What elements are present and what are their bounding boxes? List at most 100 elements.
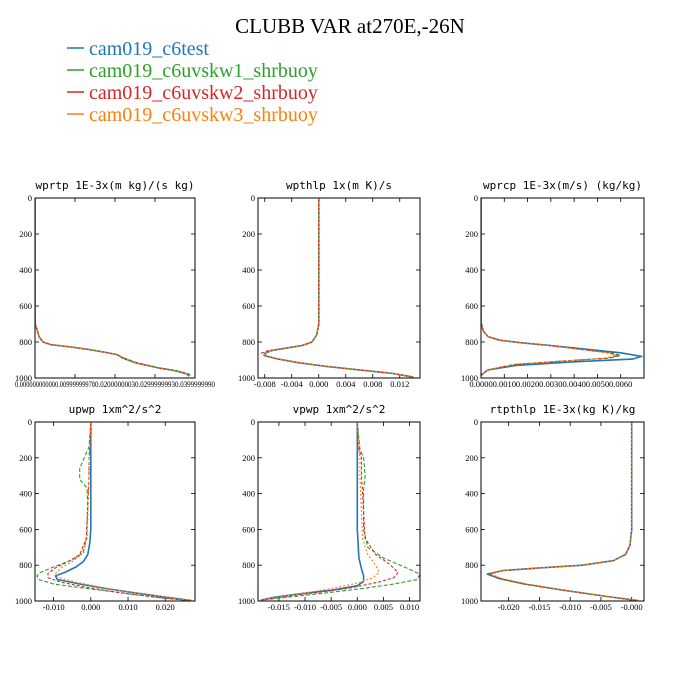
y-tick-label: 400 [465,265,478,275]
x-tick-label: 0.000 [309,379,328,389]
x-tick-label: 0.005 [374,602,393,612]
x-tick-label: 0.0020 [516,379,539,389]
subplot-title: upwp 1xm^2/s^2 [69,403,162,416]
x-tick-label: -0.000 [621,602,643,612]
y-tick-label: 1000 [238,373,255,383]
plot-frame [34,421,196,602]
subplot-title: wprtp 1E-3x(m kg)/(s kg) [36,179,195,192]
series-line-4 [264,198,414,378]
legend-entry: cam019_c6uvskw1_shrbuoy [67,60,318,82]
x-tick-label: 0.004 [336,379,356,389]
x-tick-label: 0.010 [118,602,137,612]
series-group [486,422,638,601]
y-tick-label: 400 [465,489,478,499]
legend-label: cam019_c6uvskw3_shrbuoy [89,104,318,126]
x-tick-label: -0.015 [268,602,290,612]
x-tick-label: 0.00999999978 [55,379,95,389]
y-tick-label: 400 [242,489,255,499]
series-line-3 [47,422,192,601]
y-tick-label: 0 [251,417,255,427]
plot-frame [257,421,421,602]
x-tick-label: 0.008 [363,379,382,389]
y-tick-label: 1000 [15,373,32,383]
subplot: wprtp 1E-3x(m kg)/(s kg) 0 200 400 600 800 100… [15,179,215,389]
legend-label: cam019_c6test [89,38,209,60]
series-line-2 [486,422,638,601]
subplot: vpwp 1xm^2/s^2 0 200 400 600 800 1000 -0.015 -0.… [238,403,421,612]
series-group [481,198,643,376]
series-group [260,422,420,601]
y-tick-label: 0 [474,193,478,203]
subplot: rtpthlp 1E-3x(kg K)/kg 0 200 400 600 800 1000 -… [461,403,645,612]
legend-label: cam019_c6uvskw2_shrbuoy [89,82,318,104]
y-tick-label: 0 [28,193,32,203]
x-tick-label: 0.0030 [539,379,562,389]
x-tick-label: 0.0000 [469,379,492,389]
x-tick-label: -0.005 [590,602,612,612]
x-tick-label: -0.005 [320,602,342,612]
plot-frame [257,197,421,379]
series-line-1 [54,422,192,601]
y-tick-label: 200 [242,453,255,463]
series-line-4 [54,422,192,601]
y-tick-label: 800 [242,560,255,570]
y-tick-label: 200 [19,453,32,463]
y-tick-label: 0 [28,417,32,427]
y-tick-label: 400 [19,265,32,275]
series-group [35,198,192,377]
y-tick-label: 600 [242,524,255,534]
subplot-title: vpwp 1xm^2/s^2 [293,403,386,416]
x-tick-label: 0.0060 [609,379,632,389]
subplot: upwp 1xm^2/s^2 0 200 400 600 800 1000 -0.010 0.0… [15,403,196,612]
figure-title: CLUBB VAR at270E,-26N [235,14,465,38]
x-tick-label: 0.00000000000 [15,379,55,389]
series-line-3 [481,198,619,376]
x-tick-label: 0.020 [156,602,175,612]
legend-entry: cam019_c6uvskw3_shrbuoy [67,104,318,126]
x-tick-label: 0.010 [400,602,419,612]
subplot-grid: wprtp 1E-3x(m kg)/(s kg) 0 200 400 600 800 100… [15,179,645,612]
y-tick-label: 1000 [461,373,478,383]
series-line-4 [481,198,617,376]
plot-frame [480,197,645,379]
subplot-title: rtpthlp 1E-3x(kg K)/kg [490,403,636,416]
x-tick-label: 0.0050 [586,379,609,389]
y-tick-label: 200 [465,453,478,463]
y-tick-label: 400 [19,489,32,499]
series-line-1 [263,198,414,378]
series-line-3 [487,422,638,601]
y-tick-label: 600 [19,301,32,311]
plot-frame [34,197,196,379]
series-group [260,198,414,378]
series-line-3 [260,198,414,378]
x-tick-label: 0.0399999990 [175,379,215,389]
x-tick-label: 0.0040 [562,379,585,389]
y-tick-label: 0 [251,193,255,203]
plot-frame [480,421,645,602]
y-tick-label: 800 [465,337,478,347]
subplot-title: wpthlp 1x(m K)/s [286,179,392,192]
y-tick-label: 200 [242,229,255,239]
legend-entry: cam019_c6uvskw2_shrbuoy [67,82,318,104]
x-tick-label: -0.004 [281,379,304,389]
y-tick-label: 1000 [15,596,32,606]
x-tick-label: -0.010 [43,602,65,612]
x-tick-label: -0.015 [528,602,550,612]
x-tick-label: 0.0200000003 [95,379,135,389]
series-line-1 [35,198,190,377]
subplot: wpthlp 1x(m K)/s 0 200 400 600 800 1000-0.008-… [238,179,421,389]
x-tick-label: 0.000 [81,602,100,612]
y-tick-label: 0 [474,417,478,427]
y-tick-label: 800 [465,560,478,570]
series-line-2 [260,422,420,601]
x-tick-label: 0.0299999993 [135,379,175,389]
series-line-2 [481,198,622,376]
legend: cam019_c6test cam019_c6uvskw1_shrbuoy ca… [67,38,318,126]
y-tick-label: 800 [19,560,32,570]
y-tick-label: 200 [19,229,32,239]
y-tick-label: 600 [465,524,478,534]
series-line-2 [264,198,414,378]
legend-entry: cam019_c6test [67,38,209,60]
legend-label: cam019_c6uvskw1_shrbuoy [89,60,318,82]
